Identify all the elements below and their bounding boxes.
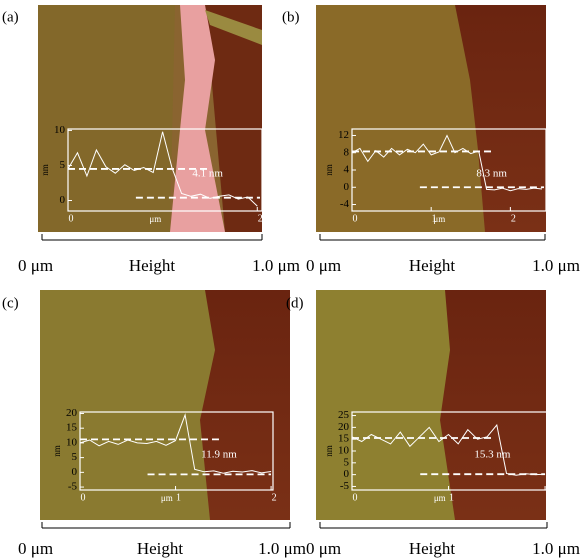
x-tick-label: 0: [353, 213, 358, 224]
y-tick-label: -4: [340, 198, 350, 210]
x-tick-label: 0: [69, 213, 74, 224]
scale-label: 1.0 μm: [252, 256, 300, 275]
panel-label: (b): [282, 9, 300, 25]
y-tick-label: 0: [344, 468, 350, 480]
x-tick-label: 2: [511, 213, 516, 224]
x-axis-label: μm: [434, 493, 446, 503]
y-tick-label: 5: [344, 456, 350, 468]
y-tick-label: 15: [338, 433, 350, 445]
y-tick-label: 20: [338, 421, 350, 433]
y-tick-label: 4: [344, 164, 350, 176]
scale-label: Height: [137, 539, 184, 558]
scale-label: 0 μm: [306, 256, 341, 275]
y-tick-label: 25: [338, 409, 350, 421]
y-tick-label: 0: [344, 181, 350, 193]
y-tick-label: 12: [338, 129, 349, 141]
step-annotation: 8.3 nm: [476, 168, 507, 180]
y-axis-label: nm: [324, 445, 334, 457]
y-tick-label: -5: [68, 481, 78, 493]
x-tick-label: 2: [258, 213, 263, 224]
y-axis-label: nm: [52, 445, 62, 457]
y-tick-label: 0: [60, 194, 66, 206]
y-tick-label: 5: [72, 451, 78, 463]
y-tick-label: 20: [66, 407, 78, 419]
profile-line: [79, 413, 272, 474]
plot-frame: [79, 411, 274, 491]
step-annotation: 11.9 nm: [201, 448, 237, 460]
afm-image: [38, 5, 262, 232]
scale-label: 0 μm: [18, 256, 53, 275]
scale-label: Height: [409, 256, 456, 275]
y-axis-label: nm: [324, 164, 334, 176]
y-tick-label: 0: [72, 466, 78, 478]
x-axis-label: μm: [433, 214, 445, 224]
x-tick-label: 2: [546, 492, 551, 503]
y-tick-label: 5: [60, 159, 66, 171]
y-tick-label: -5: [340, 480, 350, 492]
panel-label: (d): [286, 295, 304, 311]
afm-image: [40, 290, 290, 520]
scale-label: Height: [409, 539, 456, 558]
x-tick-label: 2: [272, 492, 277, 503]
scale-label: 0 μm: [306, 539, 341, 558]
y-axis-label: nm: [40, 164, 50, 176]
y-tick-label: 10: [338, 445, 350, 457]
panel-label: (c): [2, 295, 19, 311]
step-annotation: 4.1 nm: [192, 168, 223, 180]
step-annotation: 15.3 nm: [474, 448, 511, 460]
y-tick-label: 15: [66, 422, 78, 434]
profile-line: [351, 134, 543, 192]
scale-label: 1.0 μm: [532, 256, 580, 275]
scale-label: Height: [129, 256, 176, 275]
x-tick-label: 1: [176, 492, 181, 503]
y-tick-label: 10: [66, 436, 78, 448]
scale-label: 0 μm: [18, 539, 53, 558]
y-tick-label: 10: [54, 124, 66, 136]
profile-line: [351, 423, 546, 476]
x-tick-label: 0: [81, 492, 86, 503]
x-axis-label: μm: [161, 493, 173, 503]
x-axis-label: μm: [149, 214, 161, 224]
y-tick-label: 8: [344, 146, 350, 158]
plot-frame: [67, 128, 263, 212]
x-tick-label: 1: [449, 492, 454, 503]
afm-image: [316, 5, 546, 232]
x-tick-label: 0: [353, 492, 358, 503]
panel-label: (a): [2, 9, 19, 25]
scale-label: 1.0 μm: [532, 539, 580, 558]
profile-line: [67, 131, 258, 207]
scale-label: 1.0 μm: [258, 539, 306, 558]
x-tick-label: 1: [432, 213, 437, 224]
afm-image: [316, 290, 546, 520]
